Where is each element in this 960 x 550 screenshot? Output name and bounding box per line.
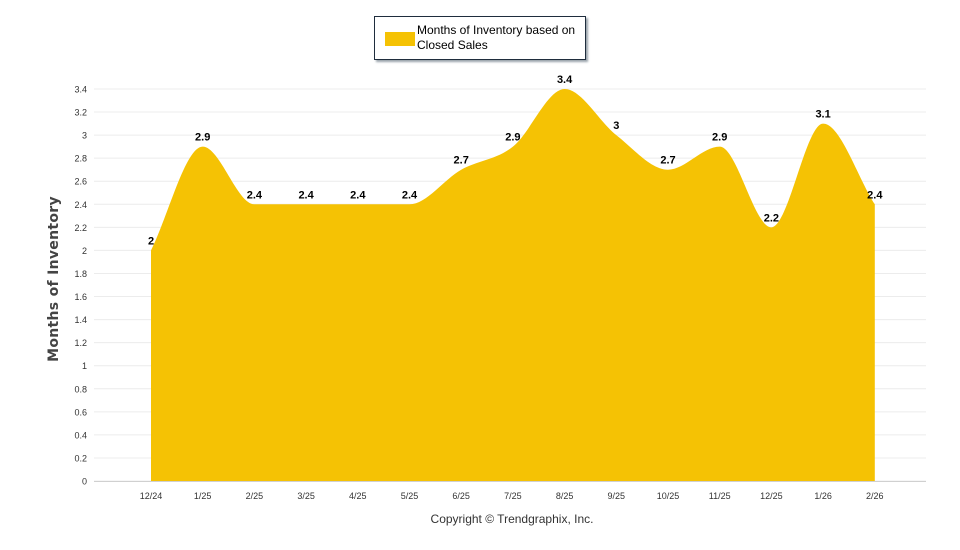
x-tick-label: 12/25: [760, 491, 783, 501]
y-tick-label: 1.2: [74, 338, 87, 348]
x-tick-label: 2/25: [246, 491, 264, 501]
data-label: 2.4: [247, 189, 263, 201]
y-tick-label: 3.2: [74, 108, 87, 118]
y-tick-label: 0.6: [74, 407, 87, 417]
x-tick-label: 3/25: [297, 491, 315, 501]
y-tick-label: 2.8: [74, 154, 87, 164]
x-tick-label: 11/25: [709, 491, 731, 501]
data-label: 2.9: [712, 132, 727, 144]
data-label: 2.9: [195, 132, 210, 144]
x-tick-labels: 12/24 1/25 2/25 3/25 4/25 5/25 6/25 7/25 8/25 9/2…: [140, 491, 884, 501]
y-tick-label: 0.2: [74, 453, 87, 463]
x-tick-label: 2/26: [866, 491, 884, 501]
x-tick-label: 10/25: [657, 491, 680, 501]
x-tick-label: 1/26: [814, 491, 832, 501]
data-label: 2.4: [402, 189, 418, 201]
y-tick-label: 1.6: [74, 292, 87, 302]
data-labels: 2 2.9 2.4 2.4 2.4 2.4 2.7 2.9 3.4 3 2.7 2.9 2.2 3.1 2.…: [148, 74, 883, 247]
x-tick-label: 12/24: [140, 491, 163, 501]
data-label: 2.7: [454, 155, 469, 167]
legend-label: Months of Inventory based on Closed Sale…: [417, 23, 576, 52]
data-label: 2.7: [660, 155, 675, 167]
data-label: 2: [148, 235, 154, 247]
y-tick-label: 0.8: [74, 384, 87, 394]
y-tick-label: 3.4: [74, 85, 87, 95]
y-tick-label: 3: [82, 131, 87, 141]
x-tick-label: 7/25: [504, 491, 522, 501]
data-label: 2.4: [350, 189, 366, 201]
y-axis-title: Months of Inventory: [46, 196, 62, 362]
x-tick-label: 1/25: [194, 491, 212, 501]
y-tick-label: 1.8: [74, 269, 87, 279]
y-tick-labels: 0 0.2 0.4 0.6 0.8 1 1.2 1.4 1.6 1.8 2 2.2 2.4 2.6 2.8 3…: [74, 85, 87, 487]
x-tick-label: 4/25: [349, 491, 367, 501]
legend: Months of Inventory based on Closed Sale…: [374, 16, 586, 60]
data-label: 3.1: [815, 109, 830, 121]
y-tick-label: 2: [82, 246, 87, 256]
data-label: 2.9: [505, 132, 520, 144]
x-tick-label: 5/25: [401, 491, 419, 501]
data-label: 2.2: [764, 212, 779, 224]
data-label: 3: [613, 120, 619, 132]
y-tick-label: 1: [82, 361, 87, 371]
y-tick-label: 0: [82, 477, 87, 487]
x-tick-label: 9/25: [608, 491, 626, 501]
y-tick-label: 2.4: [74, 200, 87, 210]
data-label: 2.4: [298, 189, 314, 201]
series-area: [151, 89, 875, 481]
y-tick-label: 2.2: [74, 223, 87, 233]
x-tick-label: 8/25: [556, 491, 574, 501]
data-label: 3.4: [557, 74, 573, 86]
series-area-fill: [151, 89, 875, 481]
data-label: 2.4: [867, 189, 883, 201]
copyright-text: Copyright © Trendgraphix, Inc.: [430, 512, 594, 526]
x-tick-label: 6/25: [452, 491, 470, 501]
y-tick-label: 2.6: [74, 177, 87, 187]
legend-swatch: [385, 32, 415, 46]
y-tick-label: 0.4: [74, 430, 87, 440]
y-tick-label: 1.4: [74, 315, 87, 325]
